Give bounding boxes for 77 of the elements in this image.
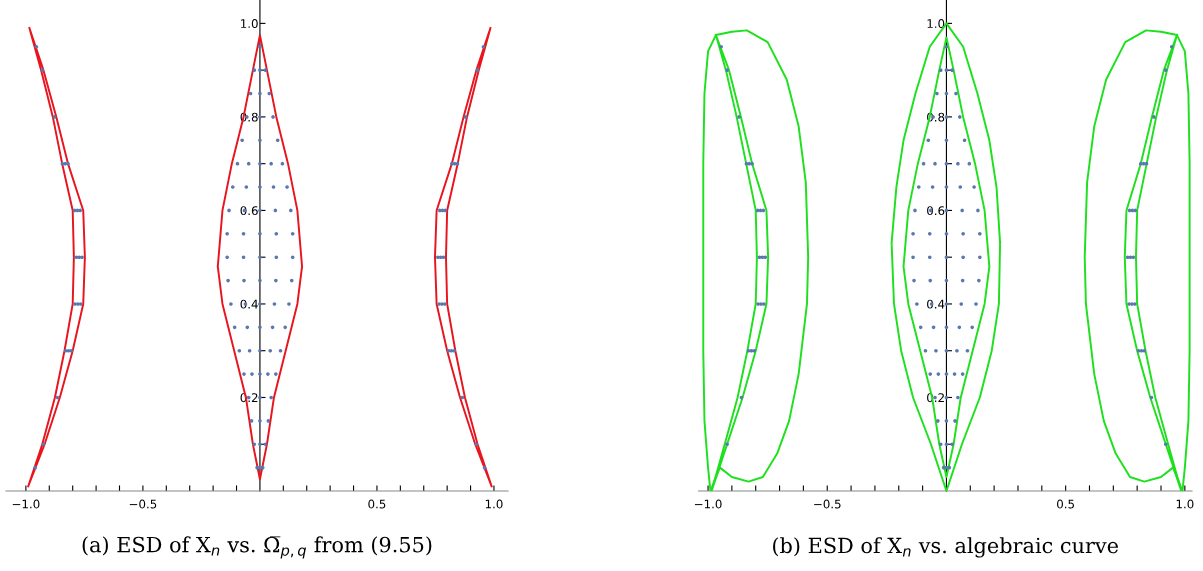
point xyxy=(1163,442,1168,447)
point xyxy=(80,255,84,259)
point xyxy=(443,302,447,306)
point xyxy=(744,161,749,166)
point xyxy=(1144,161,1149,166)
point xyxy=(40,68,45,72)
point xyxy=(474,442,479,447)
point xyxy=(74,255,79,259)
point xyxy=(746,348,751,353)
point xyxy=(475,68,480,72)
point xyxy=(460,395,465,400)
point xyxy=(719,44,723,49)
text: (a) ESD of X$_{n}$ vs. Ω̅$_{p,q}$ from (9.55) xyxy=(82,536,432,559)
point xyxy=(737,115,741,119)
y-tick-label: 0.6 xyxy=(240,206,258,216)
point xyxy=(482,465,487,470)
point xyxy=(72,208,77,213)
point xyxy=(41,442,46,447)
point xyxy=(1149,395,1154,400)
point xyxy=(759,302,763,306)
point xyxy=(452,161,457,166)
point xyxy=(1142,348,1147,353)
y-tick-label: 0.4 xyxy=(927,299,945,309)
point xyxy=(73,302,77,306)
point xyxy=(1125,255,1130,259)
x-tick-label: −0.5 xyxy=(129,499,157,509)
y-tick-label: 1.0 xyxy=(241,19,258,29)
point xyxy=(761,208,766,213)
point xyxy=(1163,68,1168,72)
point xyxy=(756,302,760,306)
point xyxy=(463,115,468,119)
point xyxy=(1128,255,1133,259)
point xyxy=(75,208,80,213)
point xyxy=(755,208,760,213)
point xyxy=(1127,302,1131,306)
point xyxy=(77,255,82,259)
point xyxy=(1130,302,1134,306)
point xyxy=(1139,348,1144,353)
point xyxy=(749,348,754,353)
x-tick-label: −1.0 xyxy=(694,499,722,509)
x-tick-label: 0.5 xyxy=(1057,499,1074,509)
y-tick-label: 0.4 xyxy=(240,299,258,309)
point xyxy=(60,161,65,166)
y-tick-label: 0.6 xyxy=(927,206,945,216)
x-tick-label: 1.0 xyxy=(1176,499,1194,509)
point xyxy=(1169,44,1174,49)
point xyxy=(758,208,763,213)
point xyxy=(438,255,443,259)
point xyxy=(1152,115,1156,119)
x-tick-label: −1.0 xyxy=(12,499,40,509)
point xyxy=(63,348,68,353)
point xyxy=(762,302,766,306)
x-tick-label: 0.5 xyxy=(368,499,386,509)
point xyxy=(757,255,762,259)
point xyxy=(752,348,757,353)
point xyxy=(1131,255,1136,259)
point xyxy=(763,255,768,259)
text: (b) ESD of X$_{n}$ vs. algebraic curve xyxy=(773,537,1118,558)
x-tick-label: −0.5 xyxy=(814,499,841,509)
point xyxy=(1138,161,1143,166)
point xyxy=(455,161,460,166)
point xyxy=(66,348,71,353)
point xyxy=(481,44,486,49)
y-tick-label: 1.0 xyxy=(927,19,945,29)
point xyxy=(1141,161,1146,166)
point xyxy=(34,44,39,49)
point xyxy=(33,465,38,470)
point xyxy=(1136,348,1141,353)
point xyxy=(760,255,765,259)
point xyxy=(1132,302,1137,306)
point xyxy=(725,68,729,72)
point xyxy=(52,115,57,119)
point xyxy=(55,395,60,400)
x-tick-label: 1.0 xyxy=(485,499,503,509)
point xyxy=(725,442,729,447)
point xyxy=(441,255,446,259)
point xyxy=(739,395,744,400)
